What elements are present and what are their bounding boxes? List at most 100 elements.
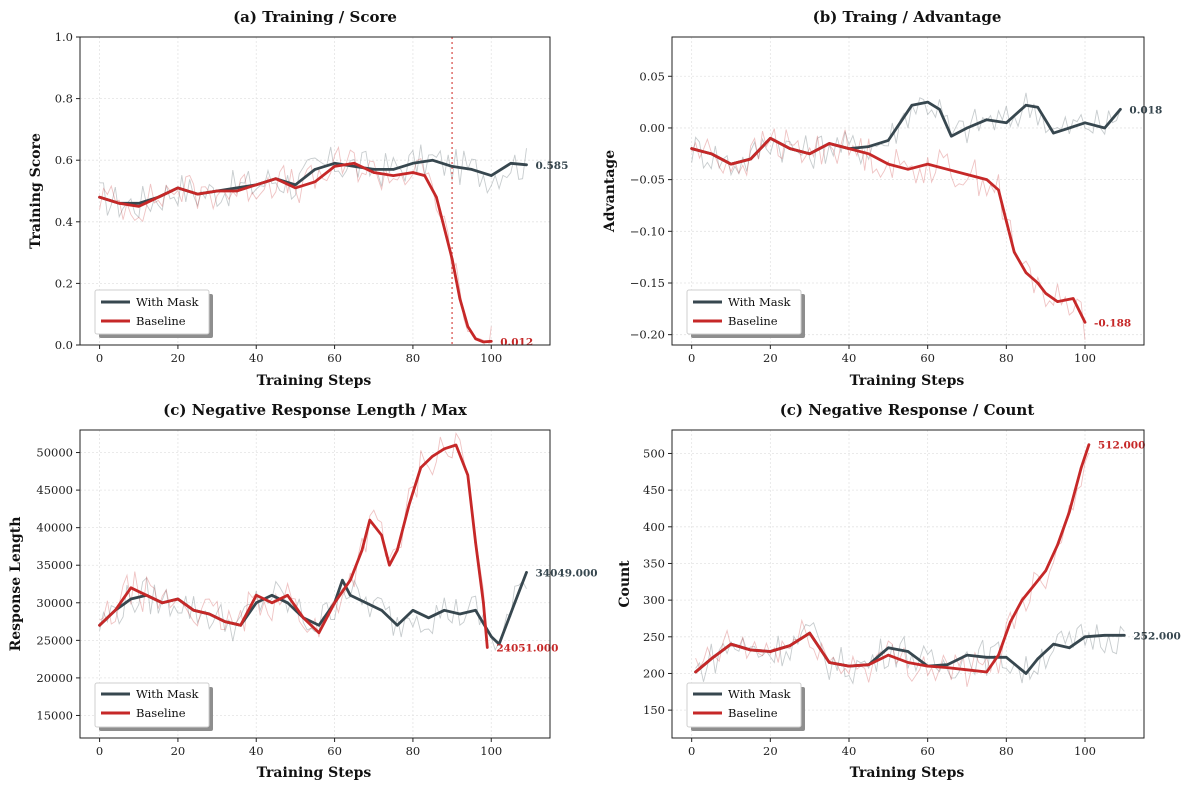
data-point-baseline [388,564,391,567]
data-point-mask [490,635,493,638]
x-tick-label: 20 [171,744,186,758]
y-axis-label: Response Length [8,517,24,652]
data-point-mask [129,597,133,601]
data-point-mask [525,571,528,574]
y-axis-label: Advantage [602,150,618,233]
data-point-baseline [208,612,211,616]
x-tick-label: 40 [842,351,857,365]
data-point-baseline [788,644,792,647]
data-point-baseline [368,518,372,522]
x-tick-label: 80 [999,744,1014,758]
x-tick-label: 20 [171,351,186,365]
data-point-mask [286,601,289,604]
data-point-baseline [749,157,752,161]
data-point-baseline [729,162,733,166]
series-line-baseline [694,443,1091,674]
legend-label-with-mask: With Mask [136,295,200,309]
data-point-baseline [926,162,929,166]
data-point-baseline [1032,584,1036,587]
y-tick-label: 50000 [36,446,73,460]
x-tick-label: 0 [688,744,695,758]
data-point-baseline [443,447,446,450]
data-point-baseline [270,601,274,604]
x-axis-label: Training Steps [850,373,965,389]
y-tick-label: 15000 [36,708,73,722]
y-tick-label: 45000 [36,483,73,497]
data-point-mask [294,183,297,187]
end-value-label-mask: 252.000 [1133,630,1181,642]
series-line-baseline [98,161,493,344]
y-tick-label: 150 [643,703,665,717]
x-tick-label: 20 [763,351,778,365]
data-point-mask [513,601,516,604]
x-axis-label: Training Steps [257,765,372,781]
raw-traces [99,431,527,652]
series-line-mask [694,631,1126,675]
data-point-baseline [965,668,969,671]
axes-frame [671,36,1145,346]
x-tick-label: 100 [1074,351,1096,365]
data-point-baseline [482,340,485,344]
data-point-baseline [808,631,811,635]
data-point-mask [525,163,528,167]
y-tick-label: −0.20 [630,328,665,342]
raw-trace-baseline [695,452,1090,687]
data-point-baseline [769,650,772,653]
end-value-label-baseline: 512.000 [1098,440,1146,452]
data-point-mask [509,162,513,165]
data-point-baseline [349,579,352,582]
panel-response-length: (c) Negative Response Length / Max Train… [8,401,598,781]
data-point-baseline [458,297,462,300]
data-point-mask [887,139,890,142]
legend: With Mask Baseline [686,289,805,338]
y-tick-label: 200 [643,666,665,680]
data-point-baseline [1072,297,1075,300]
data-point-mask [450,165,454,168]
data-point-baseline [98,195,101,199]
data-point-baseline [352,162,356,165]
data-point-mask [235,186,238,190]
x-tick-label: 60 [327,351,342,365]
x-tick-label: 20 [763,744,778,758]
data-point-baseline [946,168,949,171]
plot-area: 0 20 40 60 80 100 150 200 250 300 350 400 450 500 252.… [643,429,1181,758]
data-point-baseline [729,642,733,646]
y-tick-label: 400 [643,520,665,534]
y-axis-label: Count [617,560,633,608]
panel-title: (a) Training / Score [233,8,397,26]
data-point-baseline [392,174,395,177]
data-point-mask [458,612,462,616]
data-point-baseline [710,152,713,155]
raw-trace-baseline [99,431,488,645]
y-tick-label: 450 [643,483,665,497]
data-point-mask [352,165,356,168]
data-point-baseline [1044,569,1047,572]
data-point-baseline [887,653,890,657]
data-point-baseline [985,670,988,674]
data-point-baseline [176,186,180,190]
data-point-baseline [255,183,258,187]
x-tick-label: 0 [96,351,103,365]
data-point-baseline [360,548,364,552]
x-tick-label: 80 [999,351,1014,365]
data-point-baseline [255,594,258,597]
data-point-mask [470,168,473,171]
data-point-mask [341,579,344,582]
data-point-mask [867,145,870,148]
data-point-baseline [114,609,117,612]
data-point-baseline [474,541,477,544]
data-point-mask [431,159,434,162]
raw-trace-baseline [99,145,492,345]
data-point-baseline [474,337,477,341]
data-point-baseline [1036,281,1040,285]
data-point-mask [396,624,399,627]
legend: With Mask Baseline [94,289,213,338]
data-point-baseline [926,664,929,668]
data-point-baseline [828,142,831,145]
data-point-mask [333,162,336,165]
data-point-mask [887,646,890,649]
data-point-baseline [117,202,121,205]
data-point-mask [946,663,949,666]
data-point-baseline [157,195,160,199]
panel-title: (c) Negative Response / Count [780,401,1035,419]
